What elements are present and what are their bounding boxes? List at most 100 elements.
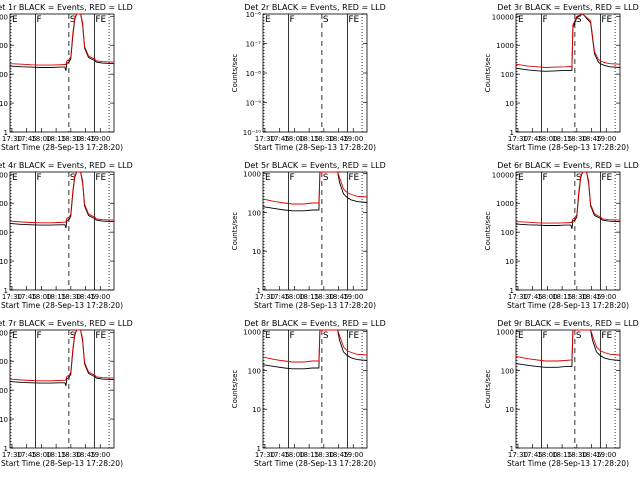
x-tick-label: 18:30: [567, 293, 587, 301]
x-tick-label: 18:45: [75, 293, 95, 301]
y-tick-label: 1: [4, 445, 8, 453]
panel-title: Det 8r BLACK = Events, RED = LLD: [244, 319, 386, 328]
x-tick-label: 18:45: [581, 135, 601, 143]
y-tick-label: 100: [0, 71, 8, 79]
y-tick-label: 1000: [496, 329, 514, 337]
x-tick-label: 17:30: [2, 451, 22, 459]
x-tick-label: 18:15: [552, 293, 572, 301]
plot-frame: [262, 329, 368, 449]
y-axis-label: Counts/sec: [484, 370, 492, 409]
x-tick-label: 18:15: [552, 135, 572, 143]
time-marker-label: S: [323, 15, 329, 25]
y-tick-label: 10⁻⁶: [246, 11, 262, 19]
time-marker-label: S: [323, 331, 329, 341]
x-tick-label: 18:30: [314, 135, 334, 143]
panel-title: Det 3r BLACK = Events, RED = LLD: [497, 3, 639, 12]
time-marker-label: F: [543, 173, 548, 183]
panel-3: Det 3r BLACK = Events, RED = LLD 1 10 100 10…: [484, 3, 639, 152]
y-tick-label: 1000: [496, 42, 514, 50]
y-tick-label: 10: [505, 406, 514, 414]
x-tick-label: 17:30: [2, 135, 22, 143]
x-tick-label: 18:15: [552, 451, 572, 459]
x-axis-label: Start Time (28-Sep-13 17:28:20): [1, 459, 123, 468]
y-tick-label: 1000: [0, 358, 8, 366]
y-tick-label: 10: [0, 416, 8, 424]
y-tick-label: 10000: [0, 171, 8, 179]
time-marker-label: E: [12, 331, 18, 341]
time-marker-label: E: [518, 331, 524, 341]
x-tick-label: 18:30: [567, 135, 587, 143]
x-tick-label: 19:00: [90, 293, 110, 301]
plot-frame: [9, 329, 115, 449]
time-marker-label: FE: [95, 331, 106, 341]
time-marker-label: FE: [348, 331, 359, 341]
x-tick-label: 18:30: [567, 451, 587, 459]
y-tick-label: 100: [0, 229, 8, 237]
x-tick-label: 18:00: [31, 135, 51, 143]
x-tick-label: 19:00: [90, 135, 110, 143]
time-marker-label: S: [70, 15, 76, 25]
time-marker-label: S: [576, 173, 582, 183]
y-tick-label: 1: [4, 287, 8, 295]
time-marker-label: F: [37, 173, 42, 183]
x-axis-label: Start Time (28-Sep-13 17:28:20): [254, 301, 376, 310]
lld-series-line: [9, 13, 115, 66]
lld-series-line: [9, 171, 115, 224]
plot-frame: [9, 171, 115, 291]
time-marker-label: S: [70, 173, 76, 183]
lld-series-line: [515, 329, 621, 362]
y-tick-label: 10⁻⁷: [246, 41, 262, 49]
panel-8: Det 8r BLACK = Events, RED = LLD 1 10 100 10…: [231, 319, 386, 468]
x-tick-label: 18:15: [299, 293, 319, 301]
x-tick-label: 19:00: [343, 451, 363, 459]
y-axis-label: Counts/sec: [231, 212, 239, 251]
y-tick-label: 1000: [243, 171, 261, 179]
x-tick-label: 18:30: [61, 451, 81, 459]
x-tick-label: 17:30: [255, 451, 275, 459]
x-tick-label: 17:30: [255, 293, 275, 301]
y-tick-label: 10⁻⁹: [246, 100, 262, 108]
y-tick-label: 100: [501, 367, 514, 375]
time-marker-label: FE: [601, 173, 612, 183]
x-tick-label: 18:00: [31, 451, 51, 459]
x-tick-label: 17:45: [17, 451, 37, 459]
lld-series-line: [262, 329, 368, 363]
time-marker-label: FE: [95, 15, 106, 25]
plot-frame: [262, 171, 368, 291]
plot-frame: [515, 329, 621, 449]
y-tick-label: 1: [510, 287, 514, 295]
x-tick-label: 18:15: [46, 293, 66, 301]
x-tick-label: 18:30: [61, 135, 81, 143]
y-axis-label: Counts/sec: [231, 54, 239, 93]
time-marker-label: E: [12, 15, 18, 25]
y-tick-label: 100: [248, 367, 261, 375]
y-tick-label: 1000: [0, 200, 8, 208]
x-axis-label: Start Time (28-Sep-13 17:28:20): [507, 301, 629, 310]
x-axis-label: Start Time (28-Sep-13 17:28:20): [254, 143, 376, 152]
x-tick-label: 17:45: [523, 293, 543, 301]
y-tick-label: 10⁻⁸: [246, 70, 262, 78]
y-tick-label: 10: [0, 258, 8, 266]
y-tick-label: 10000: [492, 171, 514, 179]
x-tick-label: 17:45: [523, 135, 543, 143]
time-marker-label: F: [37, 331, 42, 341]
x-tick-label: 18:00: [31, 293, 51, 301]
y-tick-label: 10: [252, 406, 261, 414]
x-axis-label: Start Time (28-Sep-13 17:28:20): [507, 143, 629, 152]
x-tick-label: 17:45: [270, 135, 290, 143]
lld-series-line: [9, 329, 115, 382]
time-marker-label: S: [576, 15, 582, 25]
y-tick-label: 10: [505, 100, 514, 108]
y-tick-label: 10: [0, 100, 8, 108]
time-marker-label: F: [290, 173, 295, 183]
time-marker-label: FE: [601, 331, 612, 341]
y-axis-label: Counts/sec: [231, 370, 239, 409]
x-axis-label: Start Time (28-Sep-13 17:28:20): [507, 459, 629, 468]
y-tick-label: 1: [257, 287, 261, 295]
time-marker-label: E: [518, 173, 524, 183]
time-marker-label: FE: [348, 15, 359, 25]
panel-title: Det 7r BLACK = Events, RED = LLD: [0, 319, 133, 328]
time-marker-label: E: [265, 15, 271, 25]
time-marker-label: FE: [348, 173, 359, 183]
x-tick-label: 18:15: [299, 451, 319, 459]
